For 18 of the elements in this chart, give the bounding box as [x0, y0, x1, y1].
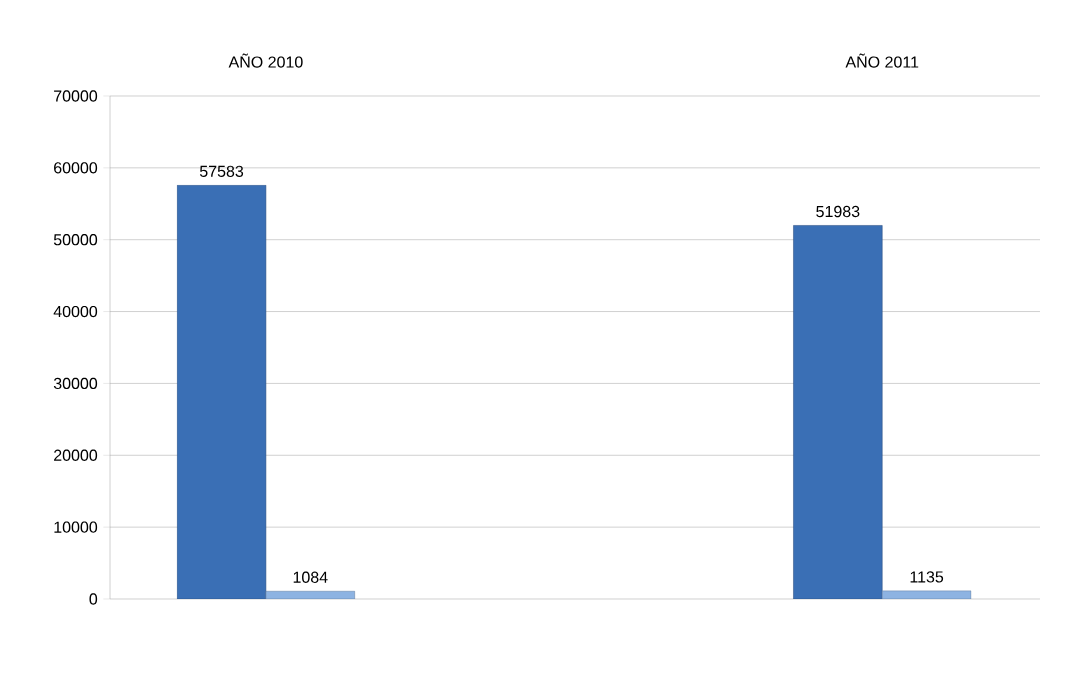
- bar: [265, 590, 355, 599]
- data-label: 1135: [910, 571, 944, 583]
- bar: [793, 225, 883, 599]
- data-label: 57583: [199, 165, 244, 177]
- x-tick-label: AÑO 2010: [228, 53, 303, 68]
- y-tick-label: 0: [89, 593, 98, 605]
- y-tick-label: 40000: [53, 305, 98, 318]
- y-tick-label: 20000: [54, 449, 98, 461]
- x-tick-label: AÑO 2011: [845, 53, 919, 68]
- bar: [881, 590, 972, 599]
- data-label: 1084: [293, 571, 328, 583]
- y-tick-label: 70000: [54, 90, 98, 102]
- y-tick-label: 60000: [54, 162, 98, 174]
- y-tick-label: 50000: [53, 234, 98, 246]
- y-tick-label: 30000: [53, 377, 98, 390]
- data-label: 51983: [816, 205, 860, 218]
- bar: [176, 184, 267, 599]
- y-tick-label: 10000: [54, 521, 98, 533]
